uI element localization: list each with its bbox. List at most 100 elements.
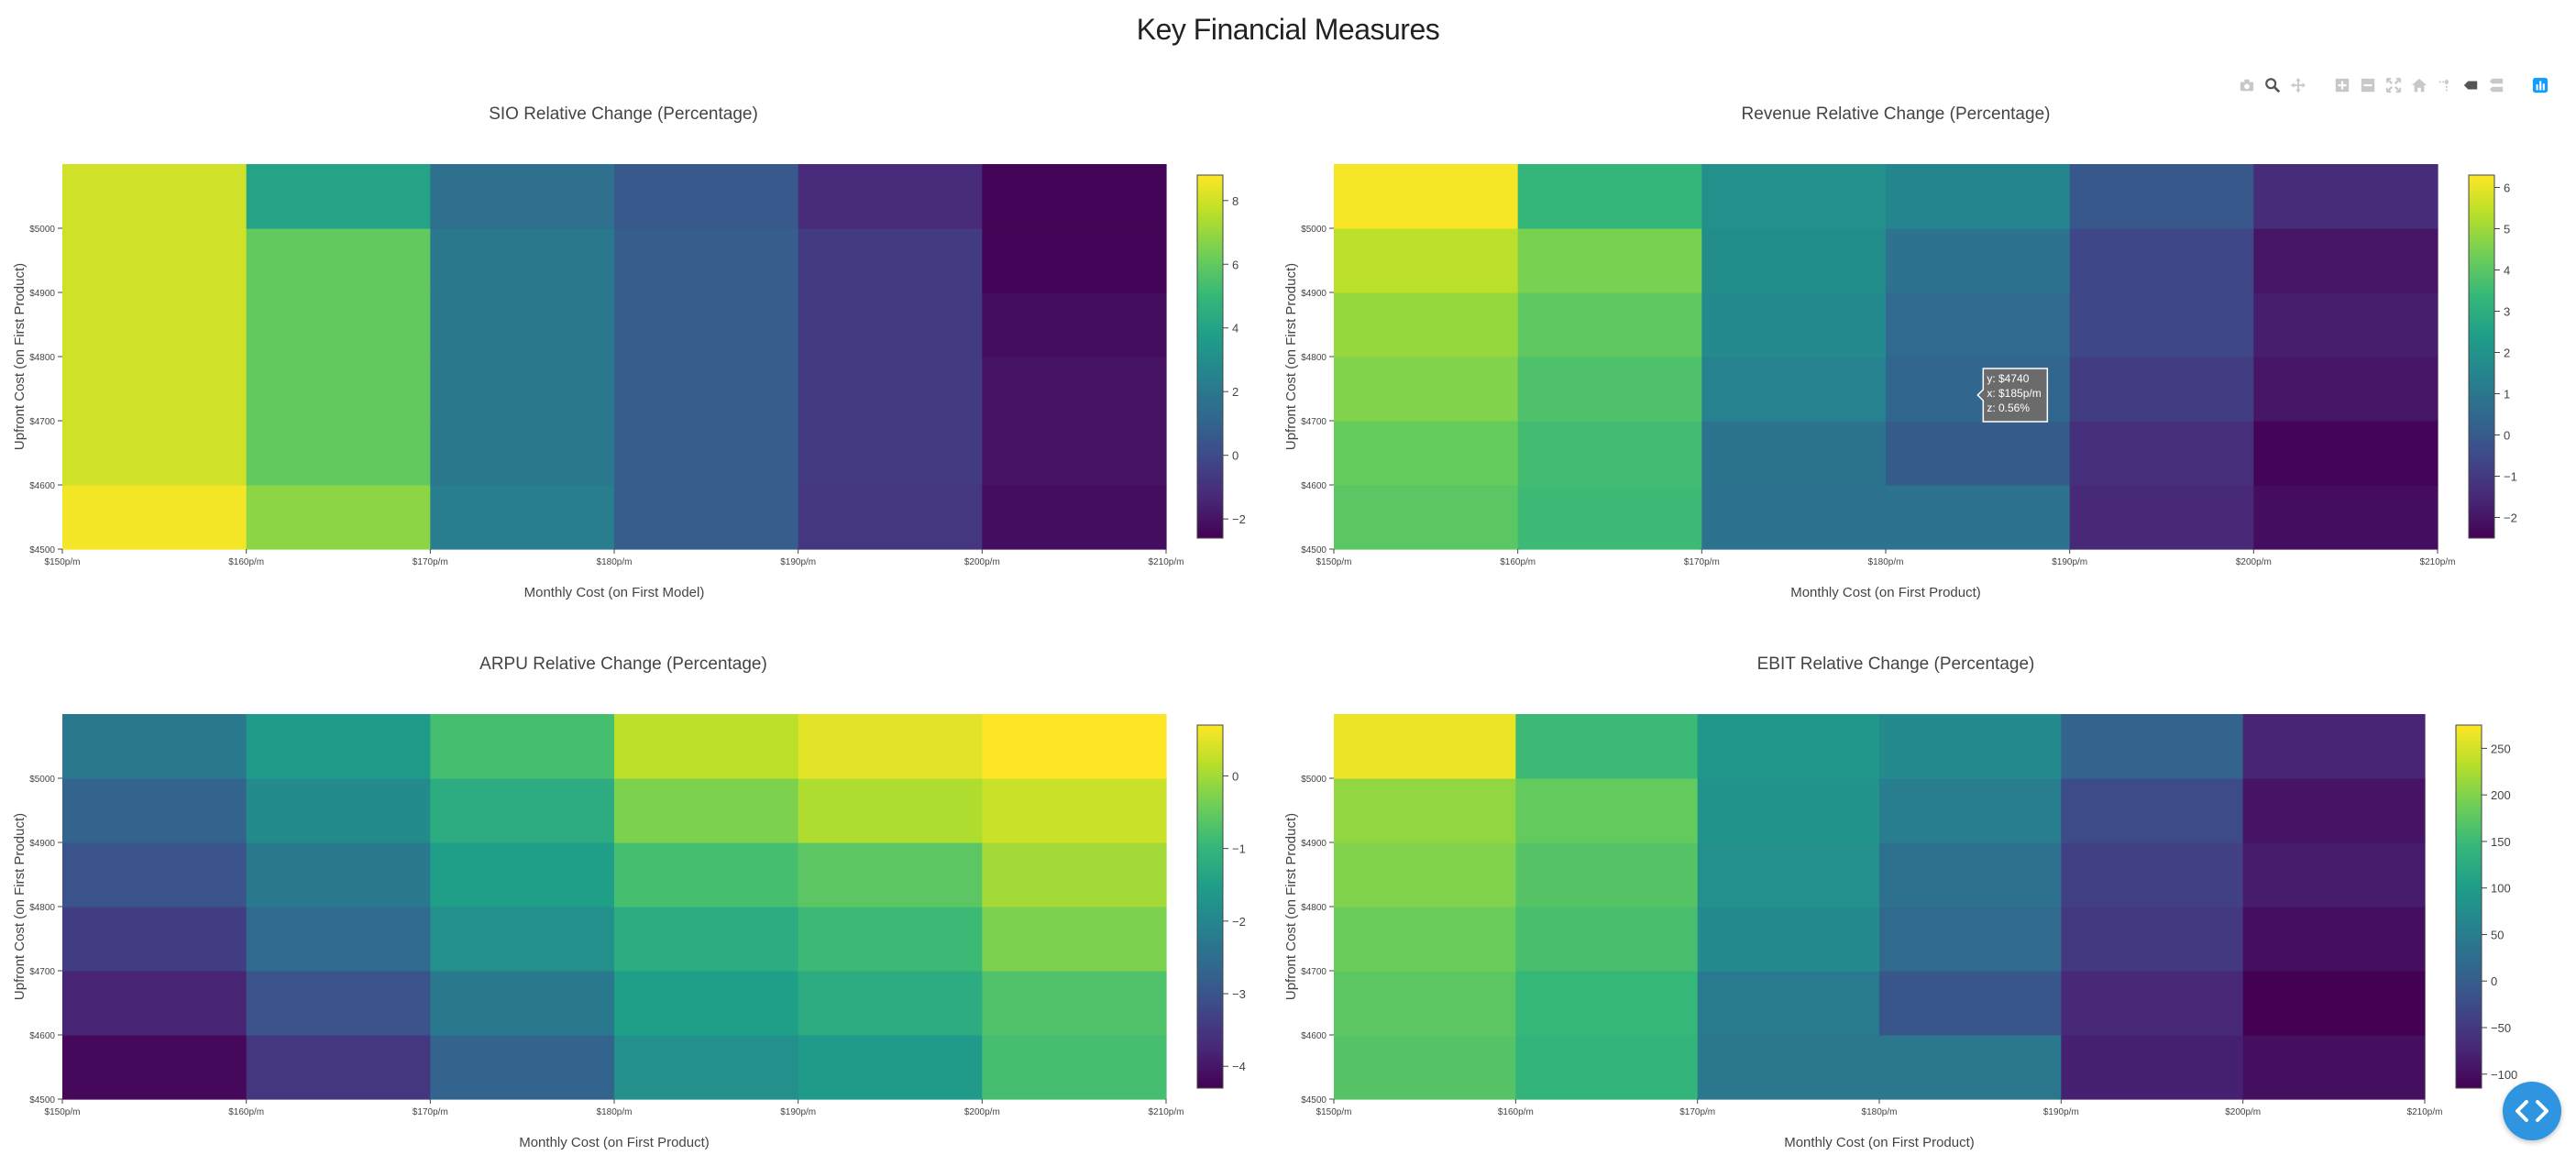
x-tick-label: $190p/m bbox=[780, 1107, 816, 1117]
zoom-out-icon[interactable] bbox=[2358, 75, 2378, 95]
heatmap-cell bbox=[430, 357, 615, 422]
y-tick-label: $5000 bbox=[1301, 775, 1327, 785]
heatmap-cell bbox=[1886, 292, 2071, 358]
heatmap-cell bbox=[1334, 1035, 1516, 1100]
x-tick-label: $150p/m bbox=[1316, 1107, 1352, 1117]
hover-closest-icon[interactable] bbox=[2460, 75, 2481, 95]
heatmap-cell bbox=[982, 778, 1167, 843]
code-toggle-button[interactable] bbox=[2503, 1082, 2561, 1140]
x-tick-label: $200p/m bbox=[2236, 557, 2272, 567]
colorbar-tick-label: 3 bbox=[2504, 305, 2510, 319]
heatmap-cell bbox=[614, 485, 799, 550]
tooltip-line: x: $185p/m bbox=[1987, 387, 2041, 400]
heatmap-cell bbox=[982, 485, 1167, 550]
heatmap-cell bbox=[246, 1035, 431, 1100]
x-axis-label: Monthly Cost (on First Product) bbox=[1790, 585, 1981, 600]
heatmap-cell bbox=[430, 907, 615, 972]
heatmap-cell bbox=[2061, 778, 2244, 843]
y-tick-label: $4900 bbox=[29, 839, 55, 849]
heatmap-cell bbox=[982, 421, 1167, 486]
heatmap-cell bbox=[62, 292, 248, 358]
heatmap-cell bbox=[614, 714, 799, 779]
heatmap-cell bbox=[2069, 485, 2254, 550]
colorbar-tick-label: 4 bbox=[2504, 264, 2510, 278]
heatmap-cell bbox=[430, 421, 615, 486]
heatmap-cell bbox=[1515, 971, 1699, 1036]
colorbar-tick-label: 2 bbox=[1232, 385, 1238, 399]
y-tick-label: $4800 bbox=[1301, 903, 1327, 913]
heatmap-cell bbox=[62, 971, 248, 1036]
heatmap-cell bbox=[1334, 357, 1519, 422]
zoom-icon[interactable] bbox=[2262, 75, 2283, 95]
heatmap-cell bbox=[798, 907, 983, 972]
x-axis-label: Monthly Cost (on First Product) bbox=[519, 1135, 710, 1150]
chart-title: SIO Relative Change (Percentage) bbox=[489, 104, 758, 124]
chart-title: Revenue Relative Change (Percentage) bbox=[1742, 104, 2051, 124]
heatmap-cell bbox=[430, 714, 615, 779]
colorbar-tick-label: 8 bbox=[1232, 194, 1238, 208]
home-icon[interactable] bbox=[2409, 75, 2429, 95]
x-axis-label: Monthly Cost (on First Model) bbox=[524, 585, 705, 600]
heatmap-cell bbox=[982, 714, 1167, 779]
heatmap-cell bbox=[2253, 357, 2438, 422]
heatmap-panel-3 bbox=[62, 714, 1167, 1100]
heatmap-cell bbox=[246, 292, 431, 358]
heatmap-cell bbox=[246, 357, 431, 422]
heatmap-cell bbox=[1886, 228, 2071, 293]
x-tick-label: $190p/m bbox=[780, 557, 816, 567]
camera-icon[interactable] bbox=[2237, 75, 2257, 95]
heatmap-cell bbox=[2069, 164, 2254, 229]
colorbar-tick-label: 200 bbox=[2491, 788, 2511, 802]
heatmap-cell bbox=[982, 971, 1167, 1036]
x-tick-label: $210p/m bbox=[2407, 1107, 2443, 1117]
heatmap-cell bbox=[798, 842, 983, 908]
heatmap-cell bbox=[246, 228, 431, 293]
heatmap-cell bbox=[798, 714, 983, 779]
plotly-logo-icon[interactable] bbox=[2530, 75, 2550, 95]
heatmap-cell bbox=[614, 907, 799, 972]
colorbar-tick-label: −2 bbox=[2504, 512, 2517, 525]
colorbar-tick-label: −4 bbox=[1232, 1060, 1246, 1073]
autoscale-icon[interactable] bbox=[2383, 75, 2404, 95]
heatmap-cell bbox=[246, 842, 431, 908]
x-tick-label: $210p/m bbox=[1149, 557, 1184, 567]
colorbar-tick-label: 0 bbox=[2504, 429, 2510, 443]
heatmap-cell bbox=[614, 164, 799, 229]
x-tick-label: $200p/m bbox=[964, 557, 1000, 567]
colorbar-tick-label: −2 bbox=[1232, 512, 1246, 526]
heatmap-cell bbox=[614, 971, 799, 1036]
heatmap-cell bbox=[1879, 714, 2062, 779]
heatmap-cell bbox=[798, 164, 983, 229]
x-tick-label: $180p/m bbox=[597, 1107, 633, 1117]
x-tick-label: $200p/m bbox=[2225, 1107, 2261, 1117]
heatmap-cell bbox=[1701, 357, 1887, 422]
heatmap-cell bbox=[1879, 907, 2062, 972]
heatmap-cell bbox=[62, 357, 248, 422]
x-tick-label: $160p/m bbox=[228, 1107, 264, 1117]
zoom-in-icon[interactable] bbox=[2332, 75, 2352, 95]
heatmap-cell bbox=[62, 164, 248, 229]
colorbar bbox=[1196, 724, 1224, 1089]
heatmap-cell bbox=[1701, 421, 1887, 486]
heatmap-cell bbox=[430, 1035, 615, 1100]
heatmap-cell bbox=[1334, 907, 1516, 972]
x-tick-label: $210p/m bbox=[1149, 1107, 1184, 1117]
heatmap-cell bbox=[1515, 778, 1699, 843]
heatmap-cell bbox=[1701, 292, 1887, 358]
heatmap-cell bbox=[62, 842, 248, 908]
heatmap-cell bbox=[1697, 971, 1880, 1036]
heatmap-cell bbox=[1517, 292, 1702, 358]
y-tick-label: $4600 bbox=[29, 1031, 55, 1041]
hover-compare-icon[interactable] bbox=[2486, 75, 2506, 95]
tooltip-line: y: $4740 bbox=[1987, 372, 2029, 385]
spike-lines-icon[interactable] bbox=[2435, 75, 2455, 95]
colorbar-tick-label: 6 bbox=[1232, 258, 1238, 271]
pan-icon[interactable] bbox=[2288, 75, 2308, 95]
page-title: Key Financial Measures bbox=[1136, 13, 1440, 46]
heatmap-cell bbox=[2242, 714, 2426, 779]
heatmap-cell bbox=[1517, 228, 1702, 293]
colorbar-tick-label: −50 bbox=[2491, 1021, 2511, 1035]
heatmap-panel-4 bbox=[1334, 714, 2426, 1100]
heatmap-cell bbox=[62, 1035, 248, 1100]
